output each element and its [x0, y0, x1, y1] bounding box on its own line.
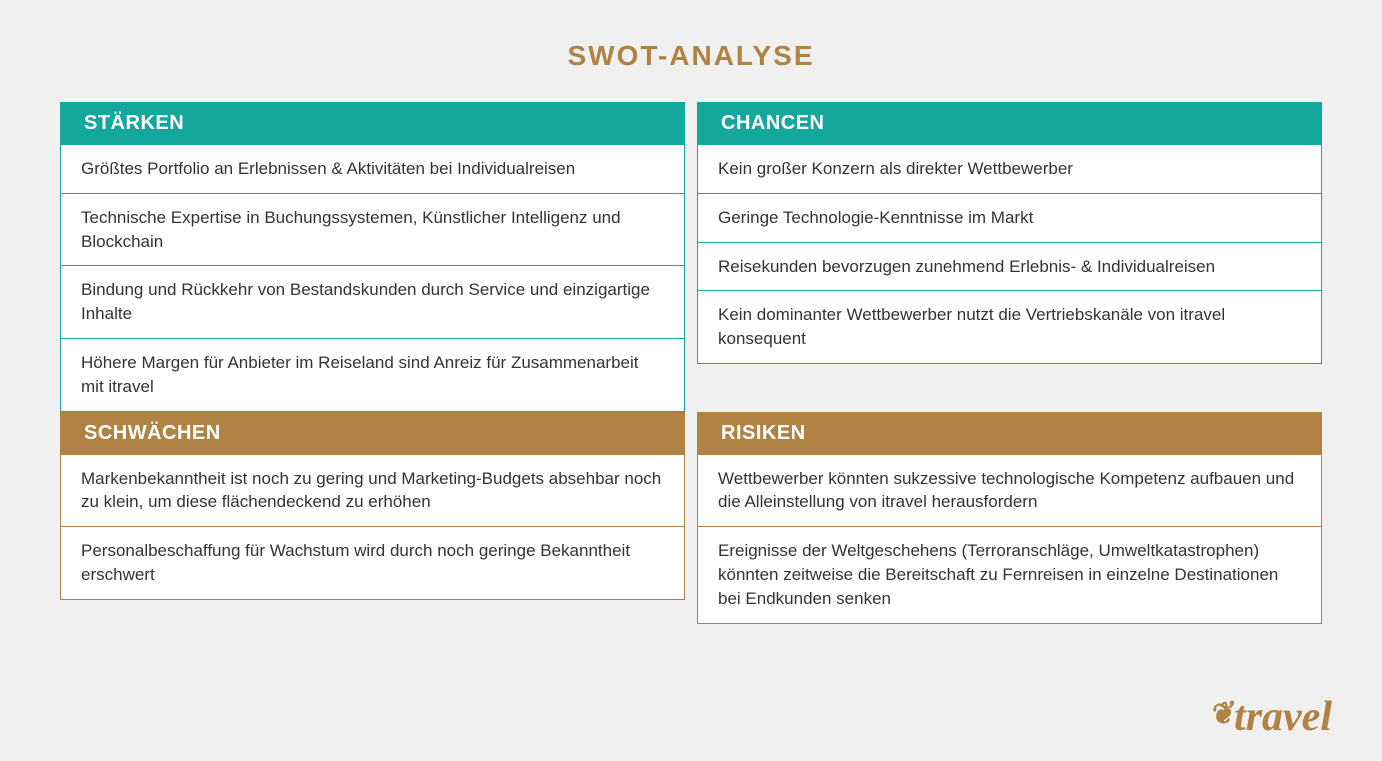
quadrant-body-opportunities: Kein großer Konzern als direkter Wettbew… — [697, 145, 1322, 364]
quadrant-risks: RISIKENWettbewerber könnten sukzessive t… — [697, 412, 1322, 624]
quadrant-header-strengths: STÄRKEN — [60, 102, 685, 145]
quadrant-strengths: STÄRKENGrößtes Portfolio an Erlebnissen … — [60, 102, 685, 412]
quadrant-body-strengths: Größtes Portfolio an Erlebnissen & Aktiv… — [60, 145, 685, 412]
logo-leaf-icon: ❦ — [1206, 695, 1237, 734]
swot-item: Höhere Margen für Anbieter im Reiseland … — [61, 339, 684, 411]
logo-text: travel — [1234, 694, 1332, 740]
swot-item: Markenbekanntheit ist noch zu gering und… — [61, 455, 684, 528]
quadrant-body-weaknesses: Markenbekanntheit ist noch zu gering und… — [60, 455, 685, 600]
swot-item: Geringe Technologie-Kenntnisse im Markt — [698, 194, 1321, 243]
quadrant-body-risks: Wettbewerber könnten sukzessive technolo… — [697, 455, 1322, 624]
swot-item: Wettbewerber könnten sukzessive technolo… — [698, 455, 1321, 528]
swot-item: Größtes Portfolio an Erlebnissen & Aktiv… — [61, 145, 684, 194]
quadrant-header-risks: RISIKEN — [697, 412, 1322, 455]
swot-item: Personalbeschaffung für Wachstum wird du… — [61, 527, 684, 599]
swot-item: Reisekunden bevorzugen zunehmend Erlebni… — [698, 243, 1321, 292]
swot-item: Ereignisse der Weltgeschehens (Terrorans… — [698, 527, 1321, 622]
swot-item: Technische Expertise in Buchungssystemen… — [61, 194, 684, 267]
swot-item: Kein dominanter Wettbewerber nutzt die V… — [698, 291, 1321, 363]
quadrant-opportunities: CHANCENKein großer Konzern als direkter … — [697, 102, 1322, 412]
quadrant-header-weaknesses: SCHWÄCHEN — [60, 412, 685, 455]
page-title: SWOT-ANALYSE — [60, 40, 1322, 72]
swot-grid: STÄRKENGrößtes Portfolio an Erlebnissen … — [60, 102, 1322, 624]
swot-item: Bindung und Rückkehr von Bestandskunden … — [61, 266, 684, 339]
brand-logo: ❦travel — [1209, 693, 1332, 741]
quadrant-header-opportunities: CHANCEN — [697, 102, 1322, 145]
quadrant-weaknesses: SCHWÄCHENMarkenbekanntheit ist noch zu g… — [60, 412, 685, 624]
swot-item: Kein großer Konzern als direkter Wettbew… — [698, 145, 1321, 194]
